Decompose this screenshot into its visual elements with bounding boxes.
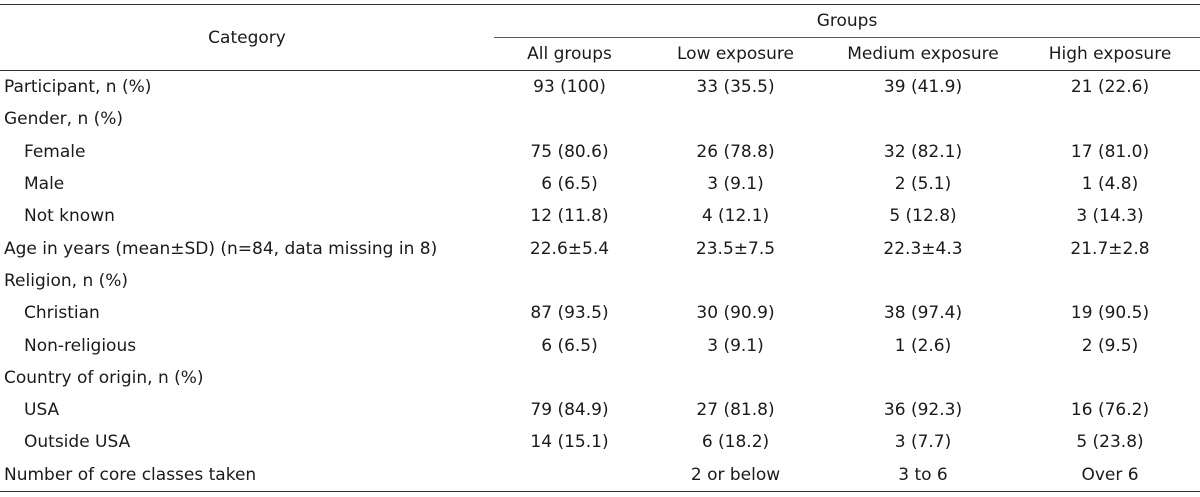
- table-row: Not known 12 (11.8) 4 (12.1) 5 (12.8) 3 (14.…: [0, 200, 1200, 232]
- cell-value: 2 (5.1): [894, 174, 952, 195]
- row-label: Religion, n (%): [4, 270, 129, 291]
- cell-value: 5 (12.8): [889, 206, 957, 227]
- cell-value: 3 (7.7): [894, 432, 952, 453]
- row-label: Non-religious: [24, 335, 137, 356]
- row-label: Country of origin, n (%): [4, 367, 204, 388]
- cell-value: 79 (84.9): [530, 400, 609, 421]
- cell-value: 26 (78.8): [696, 141, 775, 162]
- demographics-table: Category Groups All groups Low exposure …: [0, 4, 1200, 492]
- column-header-medium-exposure: Medium exposure: [826, 37, 1020, 71]
- cell-value: [494, 458, 645, 492]
- cell-value: 3 to 6: [826, 458, 1020, 492]
- cell-value: 1 (2.6): [894, 335, 952, 356]
- cell-value: 75 (80.6): [530, 141, 609, 162]
- cell-value: 21.7±2.8: [1070, 238, 1150, 259]
- cell-value: 27 (81.8): [696, 400, 775, 421]
- cell-value: [1020, 362, 1200, 394]
- cell-value: 19 (90.5): [1070, 303, 1150, 324]
- cell-value: [645, 265, 826, 297]
- row-label: Age in years (mean±SD) (n=84, data missi…: [4, 238, 438, 259]
- cell-value: 14 (15.1): [530, 432, 609, 453]
- column-header-low-exposure: Low exposure: [645, 37, 826, 71]
- column-header-high-exposure: High exposure: [1020, 37, 1200, 71]
- cell-value: 22.3±4.3: [883, 238, 963, 259]
- row-label: Outside USA: [24, 432, 131, 453]
- table-row: USA 79 (84.9) 27 (81.8) 36 (92.3) 16 (76.2): [0, 394, 1200, 426]
- cell-value: 23.5±7.5: [695, 238, 776, 259]
- cell-value: 93 (100): [533, 77, 606, 98]
- cell-value: 87 (93.5): [530, 303, 609, 324]
- cell-value: [645, 103, 826, 135]
- cell-value: 30 (90.9): [696, 303, 775, 324]
- cell-value: 2 or below: [645, 458, 826, 492]
- cell-value: [826, 103, 1020, 135]
- groups-header: Groups: [494, 4, 1200, 38]
- cell-value: 16 (76.2): [1070, 400, 1150, 421]
- cell-value: 32 (82.1): [883, 141, 963, 162]
- table-row: Male 6 (6.5) 3 (9.1) 2 (5.1) 1 (4.8): [0, 168, 1200, 200]
- table-row: Religion, n (%): [0, 265, 1200, 297]
- table-row: Female 75 (80.6) 26 (78.8) 32 (82.1) 17 (81.…: [0, 136, 1200, 168]
- table-row: Age in years (mean±SD) (n=84, data missi…: [0, 232, 1200, 264]
- cell-value: 2 (9.5): [1081, 335, 1139, 356]
- cell-value: 39 (41.9): [883, 77, 963, 98]
- cell-value: 6 (18.2): [701, 432, 770, 453]
- column-header-all-groups: All groups: [494, 37, 645, 71]
- table-row: Gender, n (%): [0, 103, 1200, 135]
- cell-value: 5 (23.8): [1076, 432, 1144, 453]
- cell-value: [494, 103, 645, 135]
- table-row: Country of origin, n (%): [0, 362, 1200, 394]
- cell-value: Over 6: [1020, 458, 1200, 492]
- row-label: Female: [24, 141, 86, 162]
- cell-value: 4 (12.1): [701, 206, 770, 227]
- table-body: Participant, n (%) 93 (100) 33 (35.5) 39 (4…: [0, 71, 1200, 492]
- cell-value: [826, 362, 1020, 394]
- cell-value: 38 (97.4): [883, 303, 963, 324]
- cell-value: 1 (4.8): [1081, 174, 1139, 195]
- cell-value: 3 (9.1): [707, 335, 764, 356]
- cell-value: [1020, 103, 1200, 135]
- cell-value: 3 (9.1): [707, 174, 764, 195]
- cell-value: 3 (14.3): [1076, 206, 1144, 227]
- cell-value: 6 (6.5): [541, 174, 598, 195]
- row-label: Gender, n (%): [4, 109, 124, 130]
- category-header: Category: [0, 4, 494, 71]
- cell-value: 36 (92.3): [883, 400, 963, 421]
- table-row: Christian 87 (93.5) 30 (90.9) 38 (97.4) 19 (…: [0, 297, 1200, 329]
- table-row: Participant, n (%) 93 (100) 33 (35.5) 39 (4…: [0, 71, 1200, 104]
- cell-value: [494, 362, 645, 394]
- cell-value: 12 (11.8): [530, 206, 609, 227]
- row-label: USA: [24, 400, 60, 421]
- cell-value: [645, 362, 826, 394]
- cell-value: [494, 265, 645, 297]
- row-label: Number of core classes taken: [0, 458, 494, 492]
- row-label: Male: [24, 174, 65, 195]
- cell-value: [826, 265, 1020, 297]
- row-label: Christian: [24, 303, 100, 324]
- table-header: Category Groups All groups Low exposure …: [0, 4, 1200, 71]
- cell-value: 6 (6.5): [541, 335, 598, 356]
- row-label: Participant, n (%): [4, 77, 152, 98]
- cell-value: [1020, 265, 1200, 297]
- row-label: Not known: [24, 206, 115, 227]
- table-row: Non-religious 6 (6.5) 3 (9.1) 1 (2.6) 2 (9.5…: [0, 329, 1200, 361]
- cell-value: 17 (81.0): [1070, 141, 1150, 162]
- table-row: Number of core classes taken 2 or below 3 …: [0, 458, 1200, 492]
- cell-value: 33 (35.5): [696, 77, 775, 98]
- cell-value: 21 (22.6): [1070, 77, 1150, 98]
- table-row: Outside USA 14 (15.1) 6 (18.2) 3 (7.7) 5 (23…: [0, 426, 1200, 458]
- cell-value: 22.6±5.4: [529, 238, 610, 259]
